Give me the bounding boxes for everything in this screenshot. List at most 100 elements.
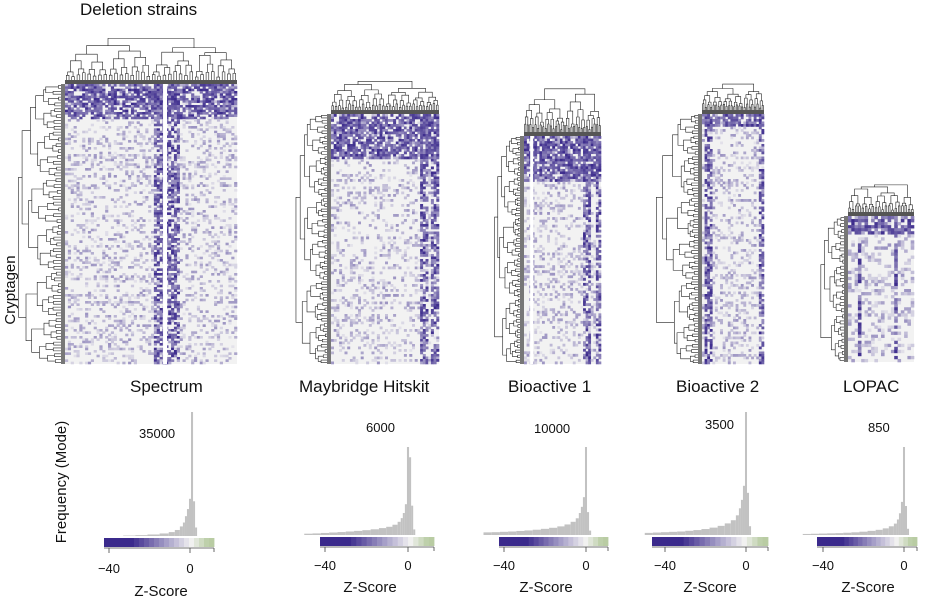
heatmap-cell (559, 163, 563, 167)
heatmap-cell (562, 156, 566, 160)
heatmap-cell (544, 146, 548, 149)
heatmap-cell (105, 336, 109, 339)
heatmap-cell (339, 264, 343, 267)
heatmap-cell (406, 266, 410, 270)
heatmap-cell (96, 105, 100, 108)
heatmap-cell (385, 116, 388, 120)
heatmap-cell (208, 280, 212, 283)
heatmap-cell (159, 352, 163, 355)
heatmap-cell (228, 217, 232, 220)
row-leaf-bar-maybridge (327, 114, 331, 364)
heatmap-cell (222, 107, 226, 110)
heatmap-cell (191, 109, 195, 113)
heatmap-cell (128, 177, 132, 180)
heatmap-cell (76, 114, 80, 117)
heatmap-cell (331, 114, 334, 117)
heatmap-cell (385, 131, 388, 135)
heatmap-cell (425, 181, 429, 185)
heatmap-cell (125, 242, 129, 246)
heatmap-cell (360, 351, 364, 355)
heatmap-cell (409, 151, 413, 155)
heatmap-cell (425, 151, 429, 155)
heatmap-cell (136, 154, 140, 157)
heatmap-cell (139, 170, 143, 173)
heatmap-cell (179, 270, 183, 274)
heatmap-cell (406, 194, 410, 197)
heatmap-cell (436, 251, 440, 255)
heatmap-cell (234, 287, 238, 290)
heatmap-cell (102, 310, 106, 313)
heatmap-cell (382, 129, 386, 132)
heatmap-cell (142, 149, 146, 152)
heatmap-cell (156, 350, 160, 353)
heatmap-cell (420, 244, 424, 247)
heatmap-cell (145, 196, 149, 199)
heatmap-cell (176, 112, 180, 115)
heatmap-cell (430, 334, 434, 337)
heatmap-cell (371, 179, 375, 182)
heatmap-cell (580, 158, 584, 162)
heatmap-cell (385, 284, 388, 287)
heatmap-cell (352, 129, 356, 132)
heatmap-cell (598, 194, 602, 198)
heatmap-cell (108, 144, 112, 148)
heatmap-cell (393, 149, 397, 152)
heatmap-cell (355, 129, 359, 132)
heatmap-cell (139, 252, 143, 255)
heatmap-cell (228, 86, 232, 89)
heatmap-cell (85, 256, 89, 260)
heatmap-cell (390, 199, 394, 202)
heatmap-cell (371, 319, 375, 322)
heatmap-cell (139, 277, 143, 281)
heatmap-cell (333, 124, 337, 127)
heatmap-cell (159, 310, 163, 313)
heatmap-cell (349, 261, 353, 265)
heatmap-cell (153, 296, 158, 299)
heatmap-cell (211, 163, 215, 166)
heatmap-cell (414, 276, 418, 280)
heatmap-cell (366, 266, 370, 270)
heatmap-cell (67, 114, 72, 117)
heatmap-cell (173, 184, 178, 187)
heatmap-cell (409, 129, 413, 132)
heatmap-cell (376, 349, 380, 352)
heatmap-cell (409, 116, 413, 120)
heatmap-cell (176, 326, 180, 330)
heatmap-cell (171, 186, 175, 190)
heatmap-cell (119, 126, 123, 129)
heatmap-cell (549, 176, 553, 180)
heatmap-cell (130, 331, 135, 334)
heatmap-cell (420, 121, 424, 125)
heatmap-cell (595, 194, 599, 198)
heatmap-cell (347, 244, 351, 247)
heatmap-cell (151, 158, 155, 162)
heatmap-cell (139, 100, 143, 103)
heatmap-cell (580, 168, 584, 172)
heatmap-cell (93, 184, 97, 187)
heatmap-cell (156, 161, 160, 164)
heatmap-cell (199, 329, 203, 332)
heatmap-cell (339, 144, 343, 147)
heatmap-cell (333, 316, 337, 320)
heatmap-cell (422, 269, 426, 272)
heatmap-cell (344, 134, 348, 137)
heatmap-cell (173, 165, 178, 169)
heatmap-cell (73, 259, 77, 262)
heatmap-cell (336, 184, 340, 187)
heatmap-cell (87, 308, 92, 311)
heatmap-cell (368, 346, 372, 350)
heatmap-cell (414, 159, 418, 162)
heatmap-cell (153, 123, 158, 127)
heatmap-cell (73, 126, 77, 129)
heatmap-cell (153, 177, 158, 180)
heatmap-cell (65, 95, 69, 99)
heatmap-cell (151, 296, 155, 299)
heatmap-cell (168, 172, 172, 176)
heatmap-cell (565, 138, 568, 142)
heatmap-cell (173, 354, 178, 358)
heatmap-cell (395, 249, 399, 252)
heatmap-cell (130, 105, 135, 108)
heatmap-cell (99, 277, 103, 281)
heatmap-cell (430, 159, 434, 162)
heatmap-cell (333, 269, 337, 272)
